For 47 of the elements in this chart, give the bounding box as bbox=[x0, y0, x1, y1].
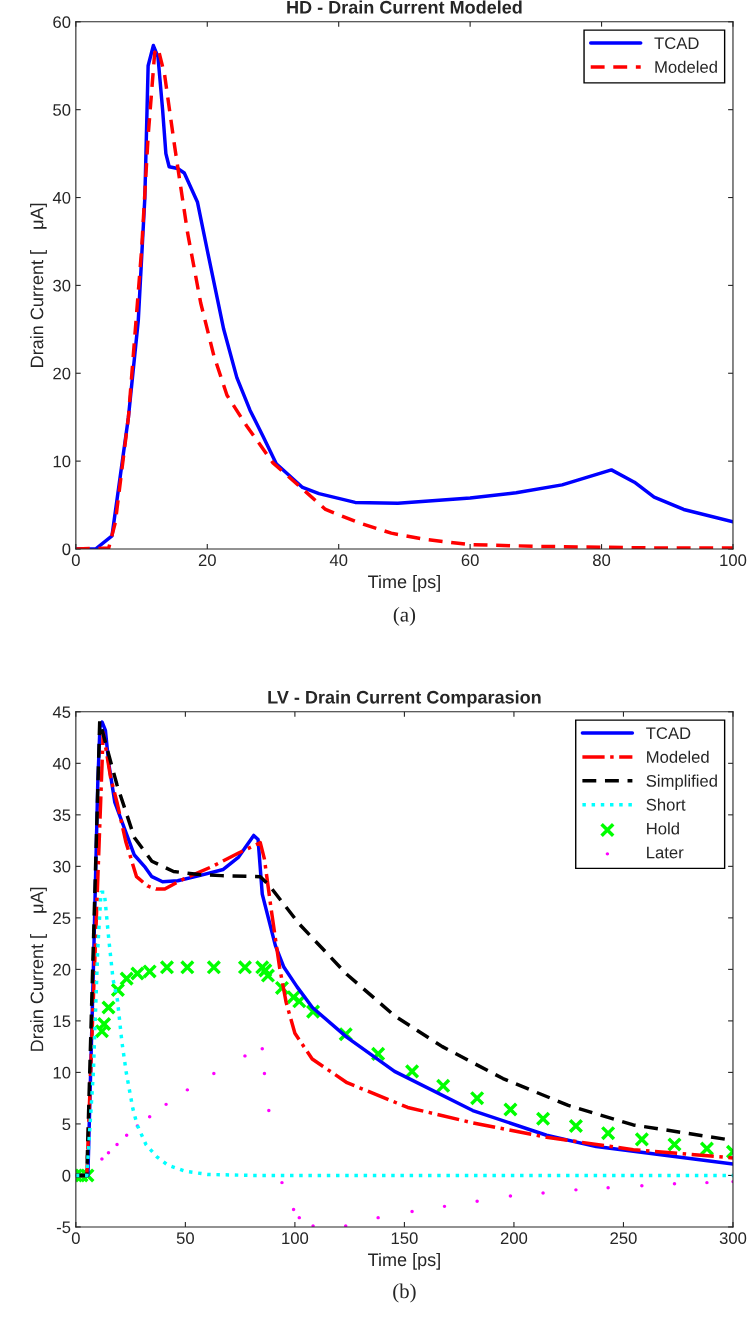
y-tick-label: 20 bbox=[53, 963, 71, 976]
y-tick-label: 40 bbox=[52, 191, 71, 204]
chart-title: HD - Drain Current Modeled bbox=[287, 0, 522, 14]
x-axis-title: Time [ps] bbox=[368, 1252, 440, 1270]
y-tick-label: 15 bbox=[53, 1015, 71, 1028]
y-tick-label: 10 bbox=[53, 1066, 71, 1079]
y-tick-label: 60 bbox=[53, 16, 71, 29]
y-tick-label: 50 bbox=[53, 104, 71, 116]
y-tick-label: 25 bbox=[53, 912, 71, 925]
legend-label: Simplified bbox=[646, 774, 717, 791]
y-tick-label: 45 bbox=[52, 706, 71, 719]
y-tick-label: 30 bbox=[53, 279, 71, 292]
legend-label: Modeled bbox=[647, 750, 709, 763]
y-tick-label: -5 bbox=[56, 1221, 71, 1234]
x-tick-label: 250 bbox=[610, 1232, 637, 1245]
x-tick-label: 200 bbox=[500, 1232, 528, 1245]
x-tick-label: 100 bbox=[282, 1232, 309, 1245]
legend-label: Later bbox=[647, 846, 684, 859]
y-tick-label: 5 bbox=[62, 1118, 71, 1131]
y-axis-title: Drain Current [ μA] bbox=[30, 887, 47, 1051]
legend-label: TCAD bbox=[646, 727, 691, 740]
y-tick-label: 10 bbox=[53, 455, 71, 468]
x-tick-label: 100 bbox=[720, 554, 747, 567]
y-tick-label: 40 bbox=[52, 757, 71, 770]
x-tick-label: 20 bbox=[198, 554, 216, 567]
x-tick-label: 0 bbox=[71, 554, 80, 567]
x-axis-title: Time [ps] bbox=[368, 574, 440, 592]
x-tick-label: 80 bbox=[593, 554, 611, 567]
y-tick-label: 0 bbox=[62, 543, 71, 556]
chart-title: LV - Drain Current Comparasion bbox=[268, 690, 541, 708]
legend-label: Short bbox=[646, 798, 686, 811]
x-tick-label: 40 bbox=[329, 554, 348, 567]
x-tick-label: 50 bbox=[176, 1232, 194, 1245]
legend-label: Modeled bbox=[655, 60, 717, 73]
y-tick-label: 20 bbox=[53, 367, 71, 380]
text: (a) bbox=[393, 606, 416, 626]
x-tick-label: 60 bbox=[461, 554, 479, 567]
y-tick-label: 30 bbox=[53, 860, 71, 873]
y-tick-label: 35 bbox=[53, 809, 71, 822]
x-tick-label: 0 bbox=[71, 1232, 80, 1245]
x-tick-label: 150 bbox=[391, 1232, 418, 1245]
legend-label: TCAD bbox=[654, 37, 699, 50]
y-axis-title: Drain Current [ μA] bbox=[30, 203, 47, 367]
y-tick-label: 0 bbox=[62, 1169, 71, 1182]
text: (b) bbox=[393, 1283, 416, 1303]
legend-label: Hold bbox=[647, 822, 679, 835]
x-tick-label: 300 bbox=[719, 1232, 747, 1245]
